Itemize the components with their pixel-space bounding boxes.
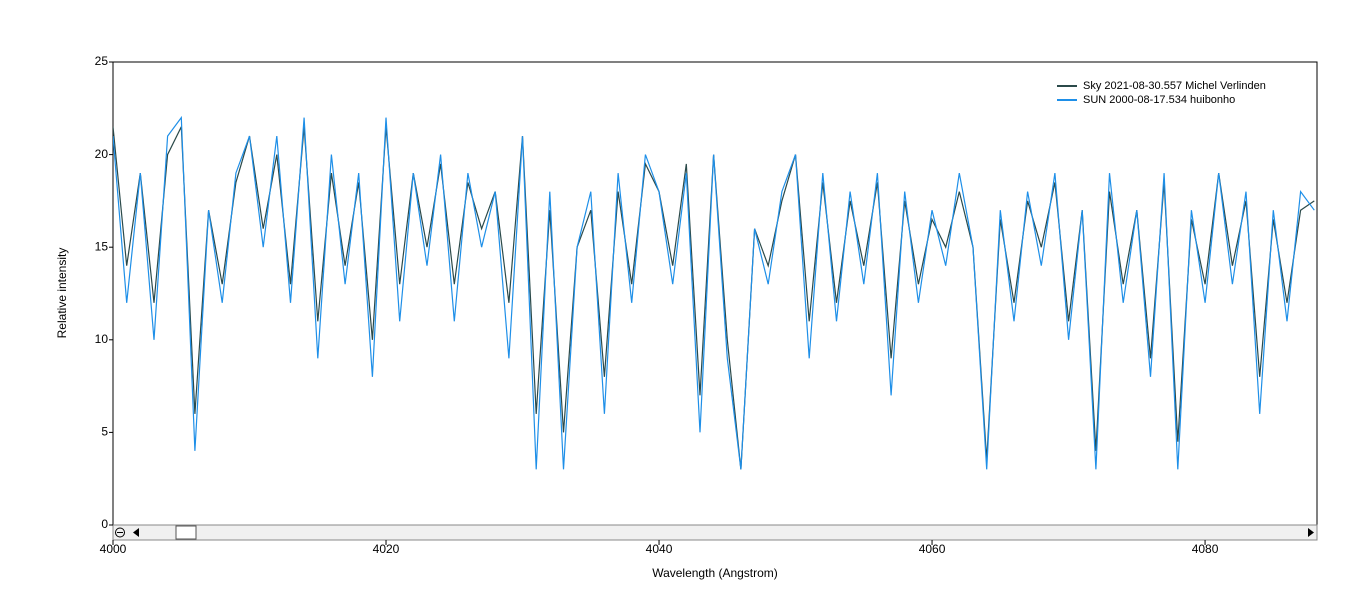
x-tick-label: 4000 — [100, 542, 127, 556]
x-tick-label: 4020 — [373, 542, 400, 556]
series-layer — [113, 115, 1315, 470]
scroll-left-arrow[interactable] — [133, 528, 139, 537]
y-tick-label: 10 — [95, 332, 109, 346]
x-tick-label: 4040 — [646, 542, 673, 556]
x-tick-label: 4080 — [1192, 542, 1219, 556]
x-tick-label: 4060 — [919, 542, 946, 556]
x-axis-title: Wavelength (Angstrom) — [652, 566, 778, 580]
zoom-reset-icon[interactable] — [115, 527, 125, 538]
y-tick-label: 15 — [95, 239, 109, 253]
y-tick-label: 25 — [95, 54, 109, 68]
series-line — [113, 115, 1315, 470]
y-axis-title: Relative intensity — [55, 248, 69, 339]
legend-label: SUN 2000-08-17.534 huibonho — [1083, 94, 1235, 106]
scroll-right-arrow[interactable] — [1308, 528, 1314, 537]
plot-frame — [112, 61, 1318, 541]
y-tick-label: 20 — [95, 147, 109, 161]
scroll-track[interactable] — [112, 524, 1318, 541]
y-tick-label: 0 — [101, 517, 108, 531]
scroll-thumb[interactable] — [175, 525, 197, 540]
scrollbar[interactable] — [112, 524, 1318, 541]
series-line — [113, 126, 1315, 470]
legend-label: Sky 2021-08-30.557 Michel Verlinden — [1083, 80, 1266, 92]
y-tick-label: 5 — [101, 425, 108, 439]
